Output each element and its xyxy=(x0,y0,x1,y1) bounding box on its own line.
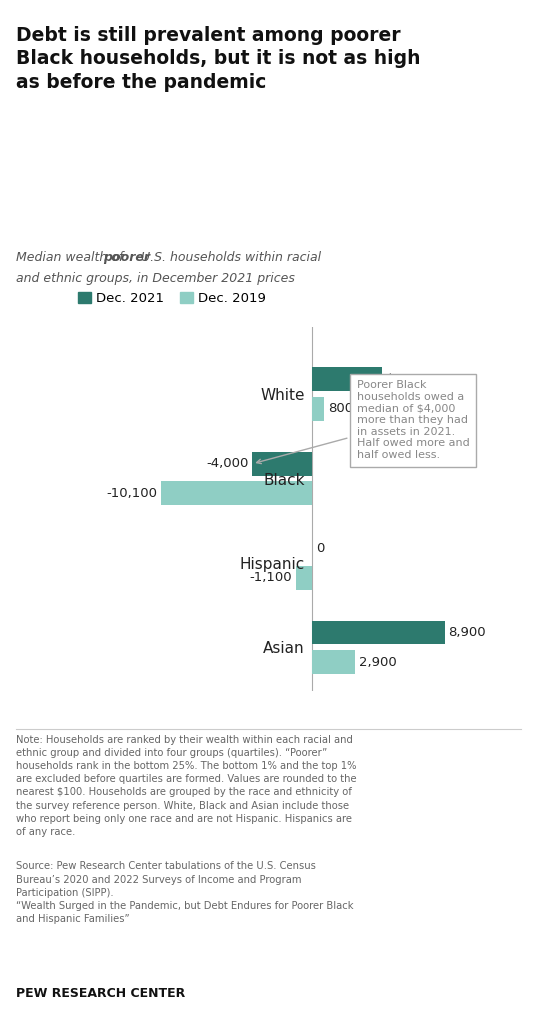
Text: Poorer Black
households owed a
median of $4,000
more than they had
in assets in : Poorer Black households owed a median of… xyxy=(257,381,469,463)
Text: Source: Pew Research Center tabulations of the U.S. Census
Bureau’s 2020 and 202: Source: Pew Research Center tabulations … xyxy=(16,861,353,924)
Text: U.S. households within racial: U.S. households within racial xyxy=(137,251,321,264)
Text: White: White xyxy=(260,388,304,403)
Text: 0: 0 xyxy=(316,542,324,554)
Text: PEW RESEARCH CENTER: PEW RESEARCH CENTER xyxy=(16,987,185,1000)
Bar xyxy=(252,452,312,476)
Text: Debt is still prevalent among poorer
Black households, but it is not as high
as : Debt is still prevalent among poorer Bla… xyxy=(16,26,420,92)
Text: Asian: Asian xyxy=(263,641,304,657)
Text: Median wealth of: Median wealth of xyxy=(16,251,127,264)
Text: 2,900: 2,900 xyxy=(359,656,397,669)
Bar xyxy=(162,482,312,505)
Text: and ethnic groups, in December 2021 prices: and ethnic groups, in December 2021 pric… xyxy=(16,272,295,285)
Bar xyxy=(312,621,445,644)
Legend: Dec. 2021, Dec. 2019: Dec. 2021, Dec. 2019 xyxy=(72,286,272,310)
Text: -4,000: -4,000 xyxy=(206,457,249,471)
Bar xyxy=(296,566,312,589)
Text: -1,100: -1,100 xyxy=(249,571,292,584)
Text: Note: Households are ranked by their wealth within each racial and
ethnic group : Note: Households are ranked by their wea… xyxy=(16,735,357,837)
Text: -10,100: -10,100 xyxy=(107,487,158,500)
Text: $4,700: $4,700 xyxy=(386,372,432,386)
Text: 800: 800 xyxy=(328,402,353,415)
Bar xyxy=(312,397,324,420)
Text: 8,900: 8,900 xyxy=(448,626,486,639)
Text: Hispanic: Hispanic xyxy=(240,557,304,572)
Bar xyxy=(312,651,355,674)
Bar xyxy=(312,367,382,391)
Text: poorer: poorer xyxy=(103,251,150,264)
Text: Black: Black xyxy=(263,473,304,488)
